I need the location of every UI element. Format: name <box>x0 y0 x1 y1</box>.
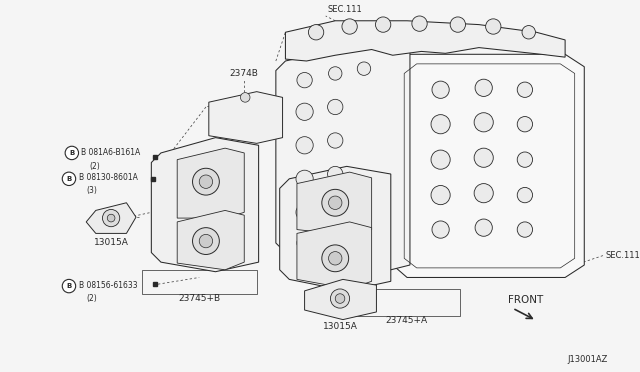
Polygon shape <box>86 203 136 233</box>
Circle shape <box>328 99 343 115</box>
Circle shape <box>296 170 313 187</box>
Circle shape <box>376 17 391 32</box>
Circle shape <box>108 214 115 222</box>
Circle shape <box>475 219 492 236</box>
Circle shape <box>517 187 532 203</box>
Text: J13001AZ: J13001AZ <box>568 355 608 364</box>
Text: 2374B: 2374B <box>230 69 259 78</box>
Circle shape <box>328 196 342 209</box>
Circle shape <box>296 204 313 221</box>
Text: 23745+A: 23745+A <box>385 316 427 325</box>
Polygon shape <box>393 54 584 278</box>
Circle shape <box>328 200 343 215</box>
Polygon shape <box>151 138 259 272</box>
Circle shape <box>62 172 76 186</box>
Text: 13015A: 13015A <box>93 238 129 247</box>
Text: B 08156-61633: B 08156-61633 <box>79 280 137 290</box>
Circle shape <box>65 146 79 160</box>
Circle shape <box>517 152 532 167</box>
Circle shape <box>199 234 212 248</box>
Polygon shape <box>285 21 565 61</box>
Circle shape <box>450 17 465 32</box>
Circle shape <box>474 148 493 167</box>
Text: SEC.111: SEC.111 <box>328 5 362 14</box>
Text: B: B <box>67 283 72 289</box>
Circle shape <box>517 116 532 132</box>
Circle shape <box>474 184 493 203</box>
Circle shape <box>432 81 449 98</box>
Text: B 08130-8601A: B 08130-8601A <box>79 173 138 182</box>
Circle shape <box>297 73 312 88</box>
Circle shape <box>412 16 427 31</box>
Circle shape <box>328 166 343 182</box>
Circle shape <box>328 133 343 148</box>
Text: B: B <box>69 150 74 156</box>
Circle shape <box>297 235 312 251</box>
Circle shape <box>474 113 493 132</box>
Text: SEC.111: SEC.111 <box>605 251 640 260</box>
Circle shape <box>296 137 313 154</box>
Circle shape <box>517 222 532 237</box>
Polygon shape <box>305 279 376 320</box>
Circle shape <box>193 168 220 195</box>
Circle shape <box>431 150 450 169</box>
Text: 13015A: 13015A <box>323 323 358 331</box>
Circle shape <box>102 209 120 227</box>
Circle shape <box>431 186 450 205</box>
Polygon shape <box>276 42 410 275</box>
Circle shape <box>342 19 357 34</box>
Polygon shape <box>209 92 282 143</box>
Text: (3): (3) <box>86 186 97 195</box>
Circle shape <box>193 228 220 254</box>
Polygon shape <box>177 148 244 218</box>
Circle shape <box>517 82 532 97</box>
Text: B: B <box>67 176 72 182</box>
Circle shape <box>328 251 342 265</box>
Polygon shape <box>297 172 372 235</box>
Circle shape <box>199 175 212 188</box>
Circle shape <box>62 279 76 293</box>
Circle shape <box>335 294 345 303</box>
Text: FRONT: FRONT <box>508 295 543 305</box>
Circle shape <box>431 115 450 134</box>
Polygon shape <box>297 222 372 289</box>
Circle shape <box>322 189 349 216</box>
Circle shape <box>241 93 250 102</box>
Text: (2): (2) <box>89 161 100 171</box>
Circle shape <box>328 67 342 80</box>
Circle shape <box>330 289 349 308</box>
Text: 23745+B: 23745+B <box>178 294 220 303</box>
Circle shape <box>322 245 349 272</box>
Polygon shape <box>177 211 244 270</box>
Polygon shape <box>280 166 391 291</box>
Text: (2): (2) <box>86 294 97 303</box>
Circle shape <box>486 19 501 34</box>
Circle shape <box>328 231 342 245</box>
Circle shape <box>475 79 492 96</box>
Circle shape <box>308 25 324 40</box>
Circle shape <box>296 103 313 121</box>
Circle shape <box>432 221 449 238</box>
Text: B 081A6-B161A: B 081A6-B161A <box>81 148 141 157</box>
Circle shape <box>357 62 371 76</box>
Circle shape <box>522 26 536 39</box>
